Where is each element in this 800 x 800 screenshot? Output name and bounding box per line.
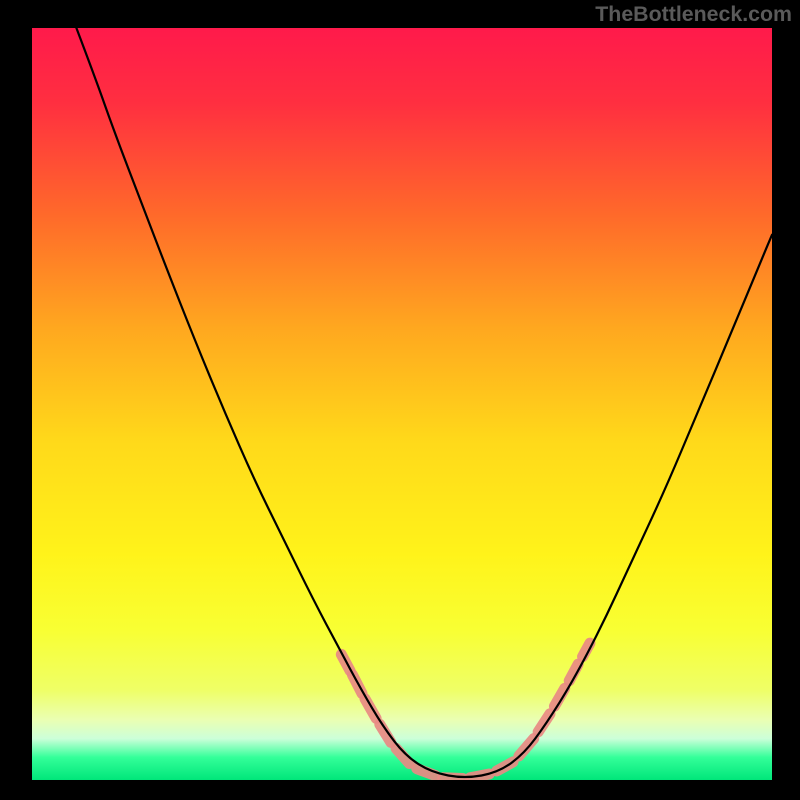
v-curve-path	[76, 28, 772, 777]
highlight-segments	[341, 643, 590, 778]
bottleneck-curve	[32, 28, 772, 780]
plot-area	[32, 28, 772, 780]
chart-container: TheBottleneck.com	[0, 0, 800, 800]
watermark-text: TheBottleneck.com	[595, 2, 792, 27]
